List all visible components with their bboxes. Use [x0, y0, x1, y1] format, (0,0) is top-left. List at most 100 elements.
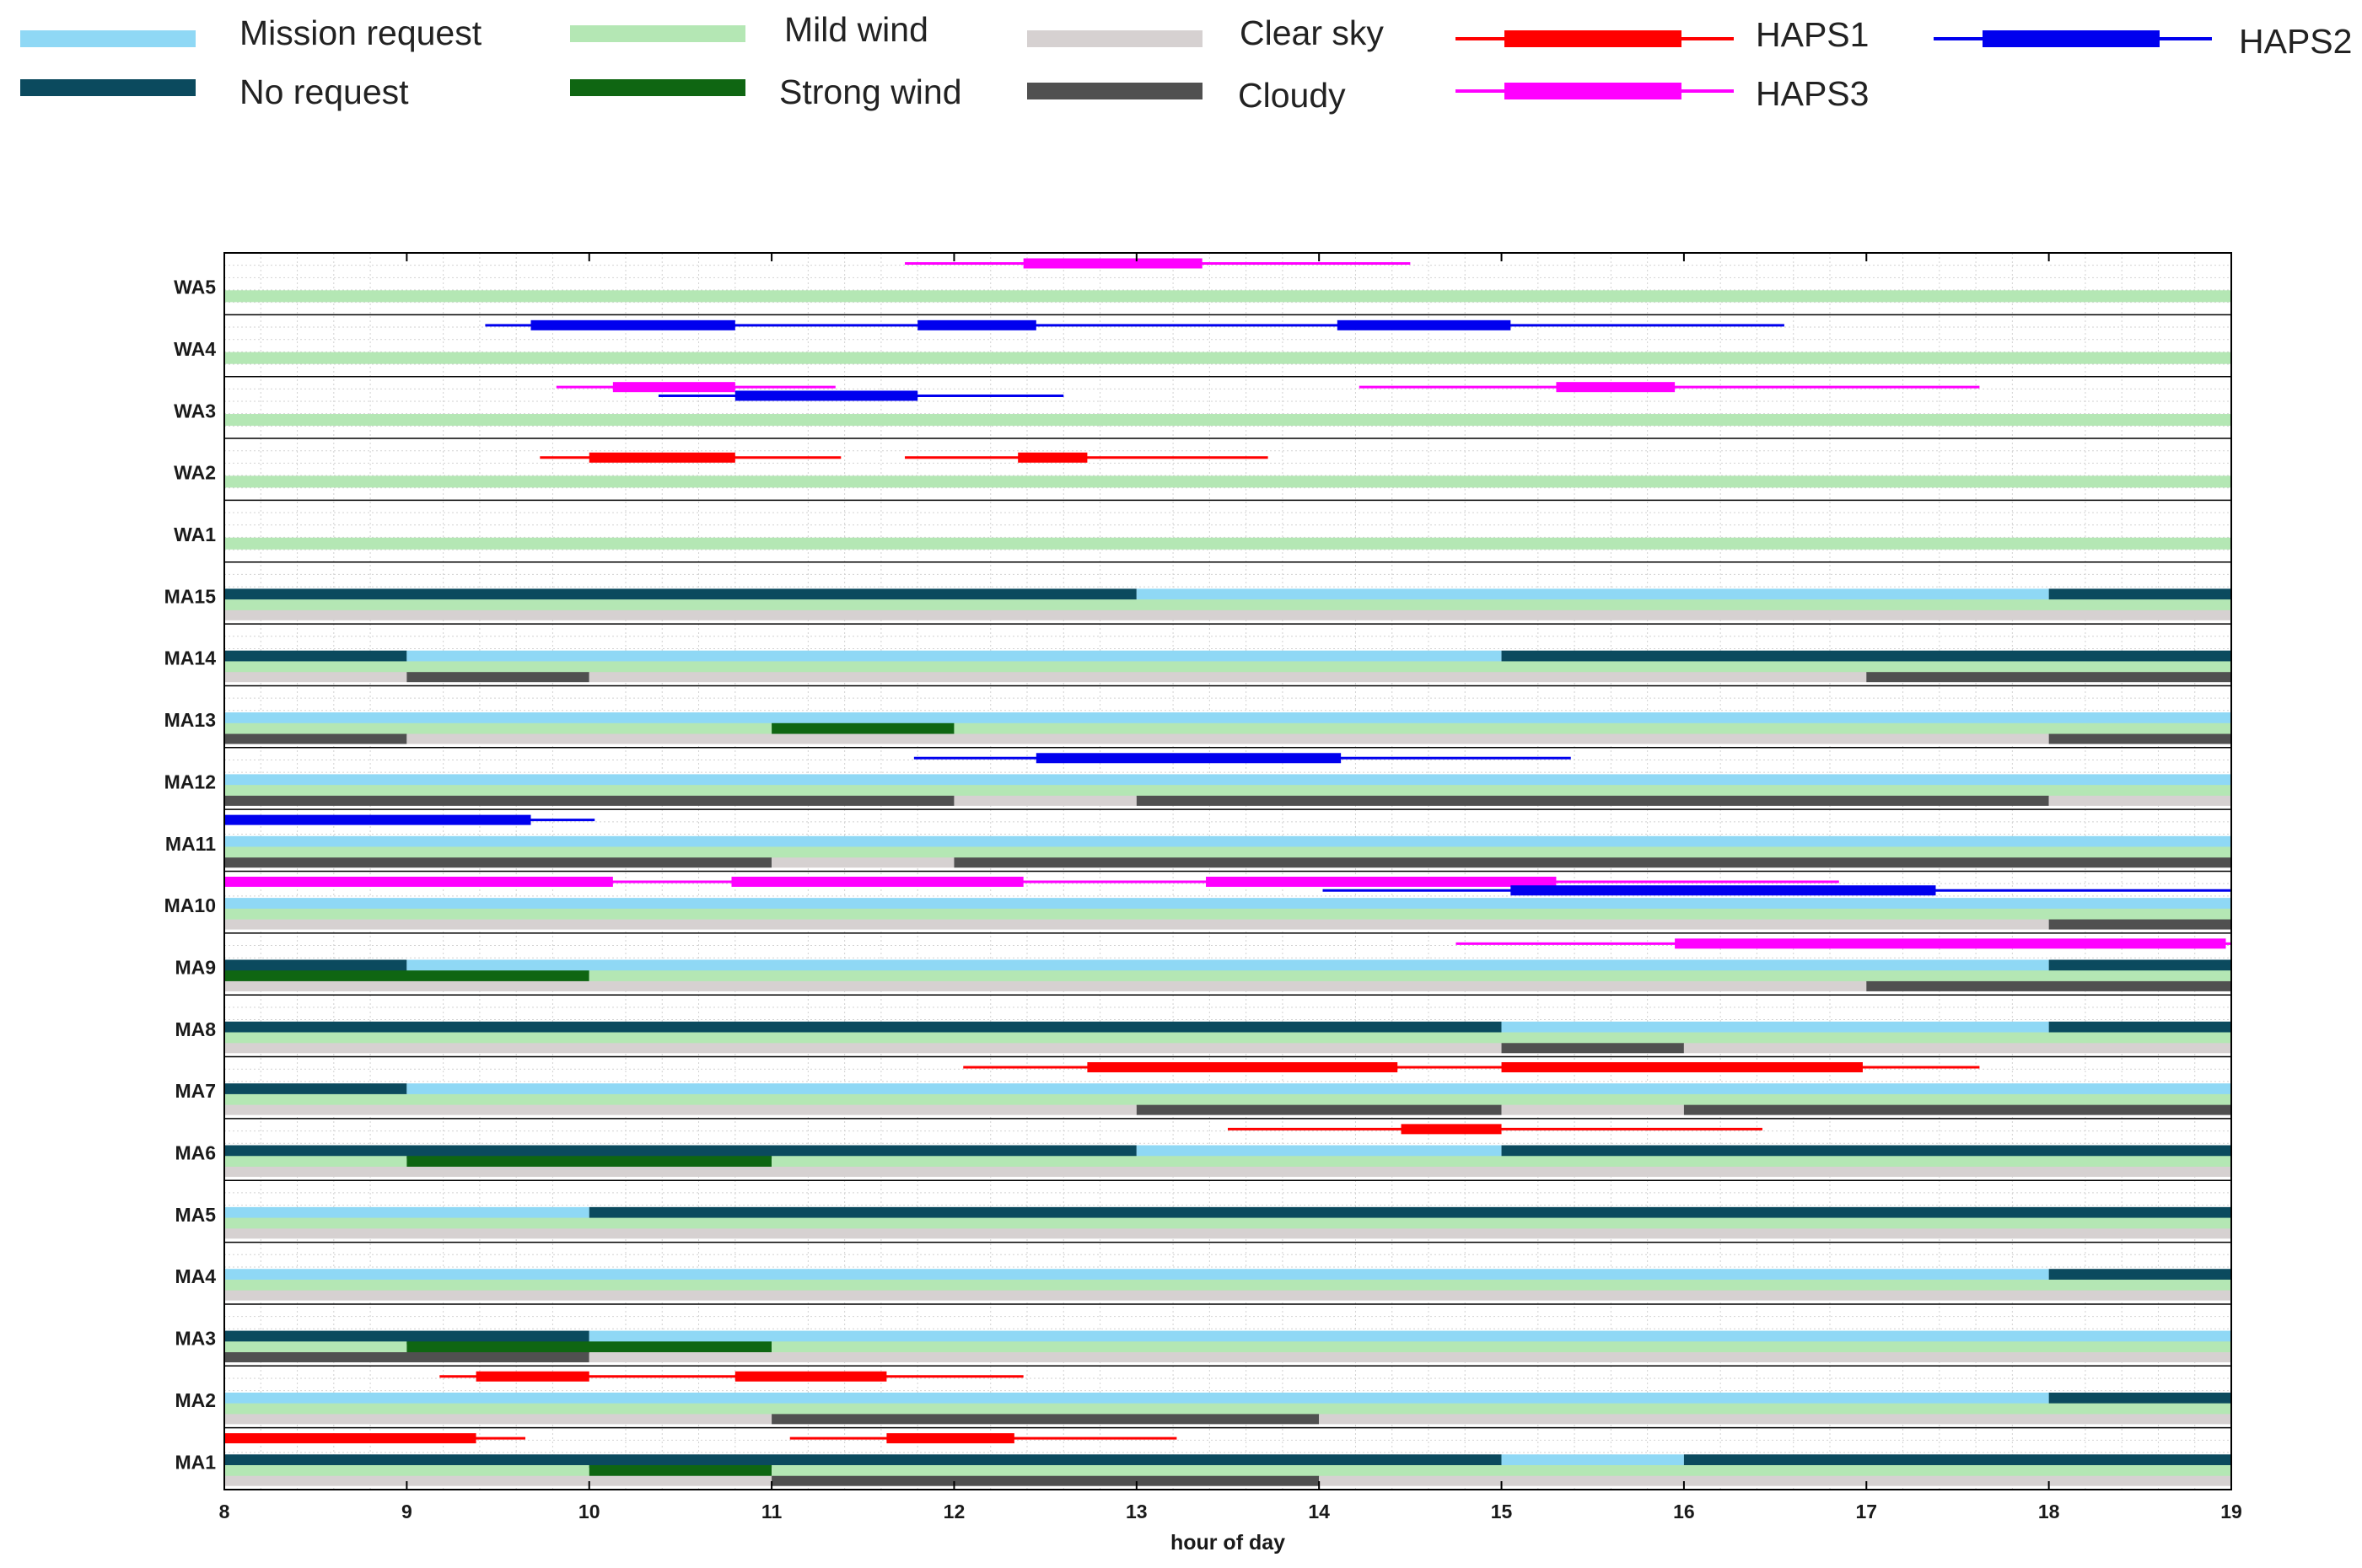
row-label: WA1	[174, 524, 216, 545]
sky-bar-cloudy	[1136, 795, 2049, 806]
x-tick-label: 14	[1308, 1501, 1330, 1522]
sky-bar-clear	[224, 1166, 2231, 1177]
sky-bar-clear	[954, 795, 1137, 806]
sky-bar-clear	[1683, 1043, 2231, 1054]
row-label: WA5	[174, 277, 216, 298]
haps2-active	[1510, 885, 1936, 896]
row-label: WA3	[174, 400, 216, 422]
sky-bar-clear	[589, 672, 1867, 683]
haps3-active	[612, 382, 735, 393]
request-bar-norequest	[1501, 1145, 2231, 1159]
legend-label-haps1: HAPS1	[1756, 15, 1870, 54]
row-label: MA3	[175, 1328, 216, 1350]
plot-frame	[223, 252, 2232, 1490]
sky-bar-cloudy	[224, 857, 772, 868]
row-label: MA15	[164, 585, 217, 607]
request-bar-mission	[406, 959, 2049, 974]
x-tick-label: 10	[578, 1501, 600, 1522]
haps1-active	[1018, 452, 1088, 463]
wind-bar-strong	[406, 1341, 772, 1354]
request-bar-mission	[224, 712, 2231, 727]
request-bar-mission	[224, 835, 2231, 850]
request-bar-norequest	[224, 588, 1137, 603]
wind-bar-mild	[224, 1464, 589, 1477]
sky-bar-clear	[1319, 1414, 2231, 1425]
wind-bar-mild	[224, 1032, 2231, 1044]
haps3-active	[1023, 258, 1203, 269]
sky-bar-clear	[589, 1352, 2231, 1363]
haps1-active	[734, 1371, 887, 1382]
wind-bar-mild	[224, 352, 2231, 364]
legend-label-mission-request: Mission request	[239, 13, 482, 52]
request-bar-mission	[224, 1392, 2049, 1406]
x-tick-label: 17	[1855, 1501, 1877, 1522]
row-label: WA2	[174, 462, 216, 484]
sky-bar-cloudy	[224, 795, 955, 806]
sky-bar-cloudy	[1866, 672, 2231, 683]
wind-bar-mild	[224, 1279, 2231, 1291]
haps3-active	[1206, 876, 1557, 887]
sky-bar-cloudy	[1683, 1104, 2231, 1115]
row-label: MA12	[164, 771, 216, 792]
request-bar-norequest	[224, 1454, 1502, 1469]
sky-bar-clear	[224, 1104, 1137, 1115]
request-bar-mission	[224, 898, 2231, 912]
request-bar-norequest	[224, 1021, 1502, 1035]
sky-bar-cloudy	[2048, 733, 2231, 744]
sky-bar-clear	[224, 1043, 1502, 1054]
x-tick-label: 18	[2038, 1501, 2060, 1522]
legend-label-haps3: HAPS3	[1756, 74, 1870, 113]
wind-bar-strong	[406, 1156, 772, 1168]
haps1-active	[886, 1433, 1014, 1444]
sky-bar-cloudy	[954, 857, 2231, 868]
request-bar-norequest	[2048, 1269, 2231, 1283]
wind-bar-mild	[954, 722, 2231, 735]
legend-label-clear-sky: Clear sky	[1240, 13, 1384, 52]
request-bar-norequest	[2048, 959, 2231, 974]
sky-bar-cloudy	[772, 1475, 1320, 1486]
haps2-active	[530, 320, 735, 330]
request-bar-norequest	[2048, 588, 2231, 603]
sky-bar-clear	[1501, 1104, 1684, 1115]
haps3-active	[1556, 382, 1676, 393]
wind-bar-mild	[224, 1403, 2231, 1415]
sky-bar-clear	[224, 1290, 2231, 1301]
wind-bar-mild	[224, 1217, 2231, 1230]
haps1-active	[476, 1371, 589, 1382]
wind-bar-mild	[224, 722, 772, 735]
request-bar-norequest	[224, 1330, 589, 1345]
row-label: MA1	[175, 1451, 216, 1473]
sky-bar-cloudy	[1866, 980, 2231, 991]
x-tick-label: 11	[761, 1501, 783, 1522]
legend-swatch-mission-request	[20, 30, 196, 47]
sky-bar-cloudy	[2048, 919, 2231, 930]
wind-bar-mild	[224, 414, 2231, 427]
row-label: MA11	[165, 833, 216, 855]
row-label: WA4	[174, 338, 216, 360]
sky-bar-clear	[1319, 1475, 2231, 1486]
request-bar-mission	[406, 1083, 2231, 1098]
sky-bar-clear	[224, 609, 2231, 620]
request-bar-mission	[1501, 1021, 2049, 1035]
sky-bar-cloudy	[772, 1414, 1320, 1425]
row-label: MA4	[175, 1265, 216, 1287]
haps1-active	[224, 1433, 476, 1444]
row-label: MA14	[164, 647, 217, 669]
x-tick-label: 16	[1673, 1501, 1695, 1522]
haps3-active	[731, 876, 1024, 887]
haps1-active	[589, 452, 735, 463]
legend-swatch-strong-wind	[570, 79, 745, 96]
wind-bar-mild	[224, 908, 2231, 921]
wind-bar-mild	[224, 785, 2231, 797]
request-bar-norequest	[2048, 1392, 2231, 1406]
row-label: MA9	[175, 956, 216, 978]
x-tick-label: 15	[1491, 1501, 1513, 1522]
x-tick-label: 9	[401, 1501, 412, 1522]
request-bar-norequest	[224, 1145, 1137, 1159]
row-label: MA2	[175, 1389, 216, 1411]
haps2-active	[734, 390, 918, 401]
haps3-active	[1675, 938, 2226, 949]
row-label: MA6	[175, 1142, 216, 1164]
haps1-active	[1401, 1124, 1502, 1135]
